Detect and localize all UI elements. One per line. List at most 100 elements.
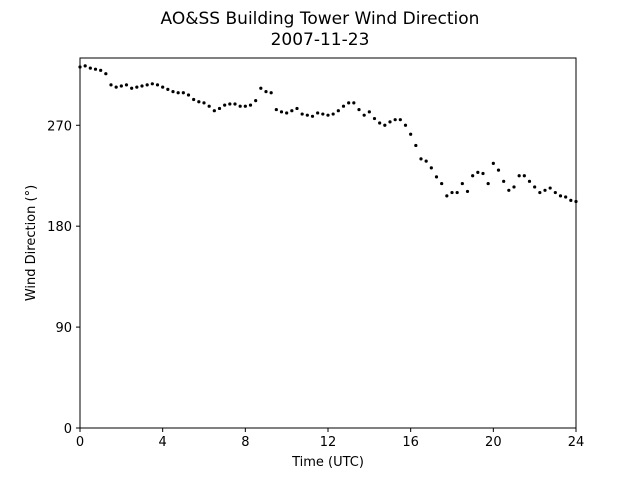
data-point [202, 101, 206, 105]
x-tick-label: 12 [320, 435, 337, 450]
data-point [104, 72, 108, 76]
data-point [460, 181, 464, 186]
data-point [99, 68, 103, 72]
data-point [259, 86, 263, 90]
data-point [543, 188, 547, 192]
data-point [465, 189, 470, 194]
data-point [166, 87, 170, 91]
data-point [378, 121, 382, 125]
y-tick-label: 270 [47, 119, 72, 134]
data-point [217, 106, 222, 111]
data-point [429, 166, 433, 170]
x-axis: 0 4 8 12 16 20 24 [76, 428, 584, 450]
chart-title: AO&SS Building Tower Wind Direction [161, 9, 480, 29]
data-point [383, 123, 387, 127]
data-point [414, 143, 418, 148]
data-point [434, 175, 439, 179]
chart-subtitle: 2007-11-23 [271, 30, 370, 50]
x-tick-label: 24 [568, 435, 585, 450]
data-point [522, 174, 526, 178]
x-tick-label: 4 [159, 435, 167, 450]
data-point [527, 179, 532, 183]
data-point [155, 83, 160, 87]
data-point [223, 103, 227, 107]
data-point [424, 159, 428, 163]
data-point [274, 107, 278, 112]
data-point [114, 85, 118, 89]
data-point [357, 107, 361, 112]
data-point [533, 185, 537, 189]
data-point [171, 90, 175, 94]
data-point [388, 120, 392, 124]
data-point [419, 157, 423, 161]
data-point [176, 91, 180, 95]
x-tick-label: 16 [402, 435, 419, 450]
data-point [409, 132, 413, 136]
data-point [140, 84, 144, 88]
data-point [93, 67, 98, 71]
y-axis: 0 90 180 270 [47, 119, 80, 437]
data-point [88, 66, 92, 70]
data-point [305, 113, 309, 117]
data-point [321, 112, 325, 116]
data-point [310, 114, 315, 118]
data-point [569, 198, 573, 202]
data-point [130, 86, 134, 90]
data-point [295, 106, 299, 111]
data-point [233, 102, 237, 106]
data-point [243, 104, 247, 108]
data-point [476, 170, 480, 174]
data-point [491, 161, 495, 165]
data-point [362, 113, 366, 117]
data-point [502, 179, 506, 183]
x-tick-label: 20 [485, 435, 502, 450]
data-point [517, 174, 521, 178]
data-point [507, 188, 511, 192]
data-point [496, 168, 501, 172]
y-tick-label: 180 [47, 220, 72, 235]
data-point [367, 110, 371, 114]
data-point [300, 112, 304, 116]
data-point [254, 99, 258, 103]
data-point [135, 85, 139, 89]
data-point [316, 111, 320, 115]
data-point [248, 103, 253, 107]
data-point [564, 195, 568, 199]
data-point [455, 190, 459, 195]
data-point [440, 181, 444, 186]
data-point [538, 190, 542, 195]
data-point [161, 85, 165, 89]
data-point [347, 101, 351, 105]
data-point [352, 101, 356, 105]
data-point [372, 116, 377, 121]
y-tick-label: 0 [64, 422, 72, 437]
data-point [228, 102, 232, 106]
data-point [279, 110, 284, 114]
data-point [119, 84, 123, 88]
data-point [124, 83, 129, 87]
data-point [445, 194, 449, 198]
data-point [145, 83, 149, 87]
data-point [192, 97, 196, 102]
data-point [450, 190, 454, 195]
data-point [398, 118, 402, 122]
data-point [197, 100, 201, 104]
plot-area-frame [79, 57, 577, 429]
y-axis-label: Wind Direction (°) [24, 185, 39, 301]
data-point [393, 118, 397, 122]
data-point [558, 194, 563, 198]
x-tick-label: 0 [76, 435, 84, 450]
data-point [186, 93, 191, 97]
data-point [341, 104, 346, 108]
data-point [481, 171, 485, 176]
y-tick-label: 90 [55, 321, 72, 336]
data-point [403, 123, 408, 127]
data-point [326, 113, 330, 117]
data-point [238, 104, 242, 108]
data-point [331, 112, 335, 116]
data-point [285, 111, 289, 115]
data-point [181, 91, 185, 95]
data-point [512, 185, 516, 189]
data-point [212, 109, 216, 113]
